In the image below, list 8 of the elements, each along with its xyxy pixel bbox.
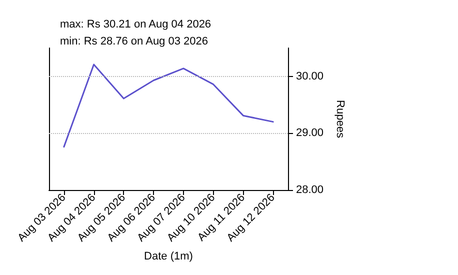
y-tick-label: 28.00 — [296, 184, 324, 196]
line-series — [63, 64, 274, 148]
y-tick-label: 30.00 — [296, 70, 324, 82]
y-axis-title: Rupees — [334, 100, 346, 138]
x-axis-title: Date (1m) — [144, 250, 193, 262]
chart-title: max: Rs 30.21 on Aug 04 2026 — [60, 18, 212, 30]
chart-subtitle: min: Rs 28.76 on Aug 03 2026 — [60, 36, 208, 48]
y-tick-label: 29.00 — [296, 127, 324, 140]
